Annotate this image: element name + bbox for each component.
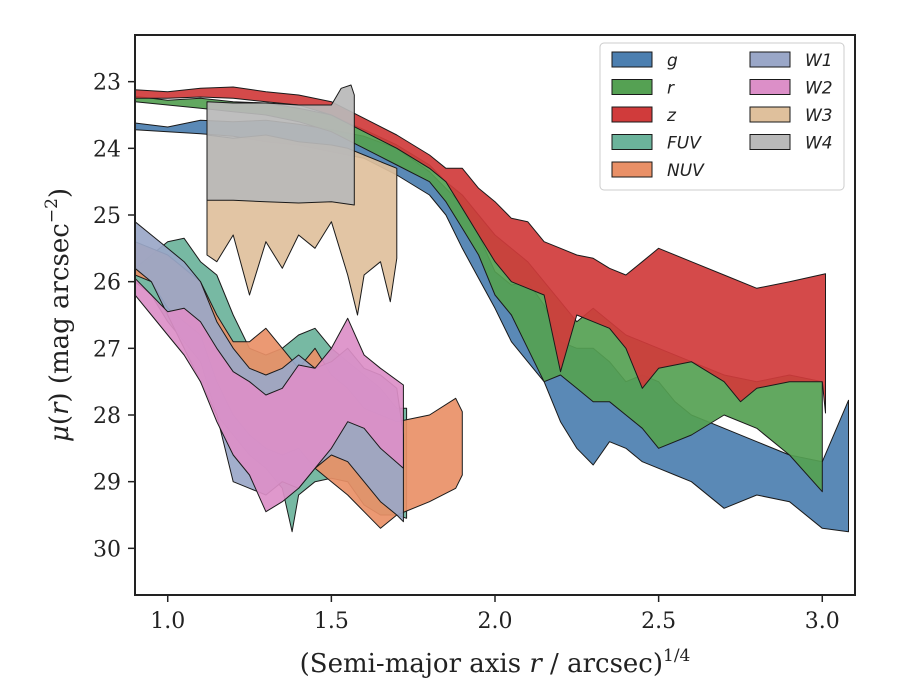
x-tick-label: 1.0 — [150, 609, 185, 634]
legend-swatch-w3 — [749, 106, 791, 123]
y-tick-label: 26 — [93, 271, 121, 296]
x-tick-label: 2.5 — [641, 609, 676, 634]
legend-label-w3: W3 — [805, 106, 833, 126]
y-tick-label: 27 — [93, 337, 121, 362]
y-tick-label: 25 — [93, 204, 121, 229]
legend-label-w4: W4 — [805, 134, 833, 154]
legend-swatch-w4 — [749, 134, 791, 150]
legend-label-g: g — [667, 51, 678, 71]
x-tick-label: 2.0 — [478, 609, 513, 634]
legend: grz FUV NUV W1 W2 W3 W4 — [599, 42, 845, 191]
y-tick-label: 23 — [93, 71, 121, 96]
legend-label-w2: W2 — [805, 79, 833, 99]
axis-ticks: 1.0 1.5 2.0 2.5 3.0 23 24 25 26 27 28 29 30 — [93, 71, 840, 634]
legend-swatch-w2 — [749, 79, 791, 95]
band-w4 — [206, 84, 355, 206]
y-tick-label: 28 — [93, 404, 121, 429]
legend-label-w1: W1 — [805, 51, 833, 71]
legend-swatch-w1 — [749, 51, 791, 68]
legend-swatch-r — [611, 79, 653, 95]
legend-swatch-nuv — [611, 161, 653, 178]
y-axis-label: μ(r) (mag arcsec−2) — [42, 188, 75, 442]
band-z — [135, 86, 826, 414]
band-w2 — [135, 277, 404, 513]
y-tick-label: 24 — [93, 137, 121, 162]
legend-swatch-fuv — [611, 134, 653, 150]
x-tick-label: 3.0 — [805, 609, 840, 634]
legend-label-nuv: NUV — [667, 161, 705, 181]
legend-swatch-g — [611, 51, 653, 68]
legend-label-fuv: FUV — [667, 134, 702, 154]
x-axis-label: (Semi-major axis r / arcsec)1/4 — [300, 646, 691, 679]
legend-swatch-z — [611, 106, 653, 123]
x-tick-label: 1.5 — [314, 609, 349, 634]
y-tick-label: 29 — [93, 471, 121, 496]
y-tick-label: 30 — [93, 537, 121, 562]
legend-label-z: z — [666, 106, 677, 126]
plot-area — [135, 84, 849, 533]
legend-label-r: r — [667, 79, 675, 99]
